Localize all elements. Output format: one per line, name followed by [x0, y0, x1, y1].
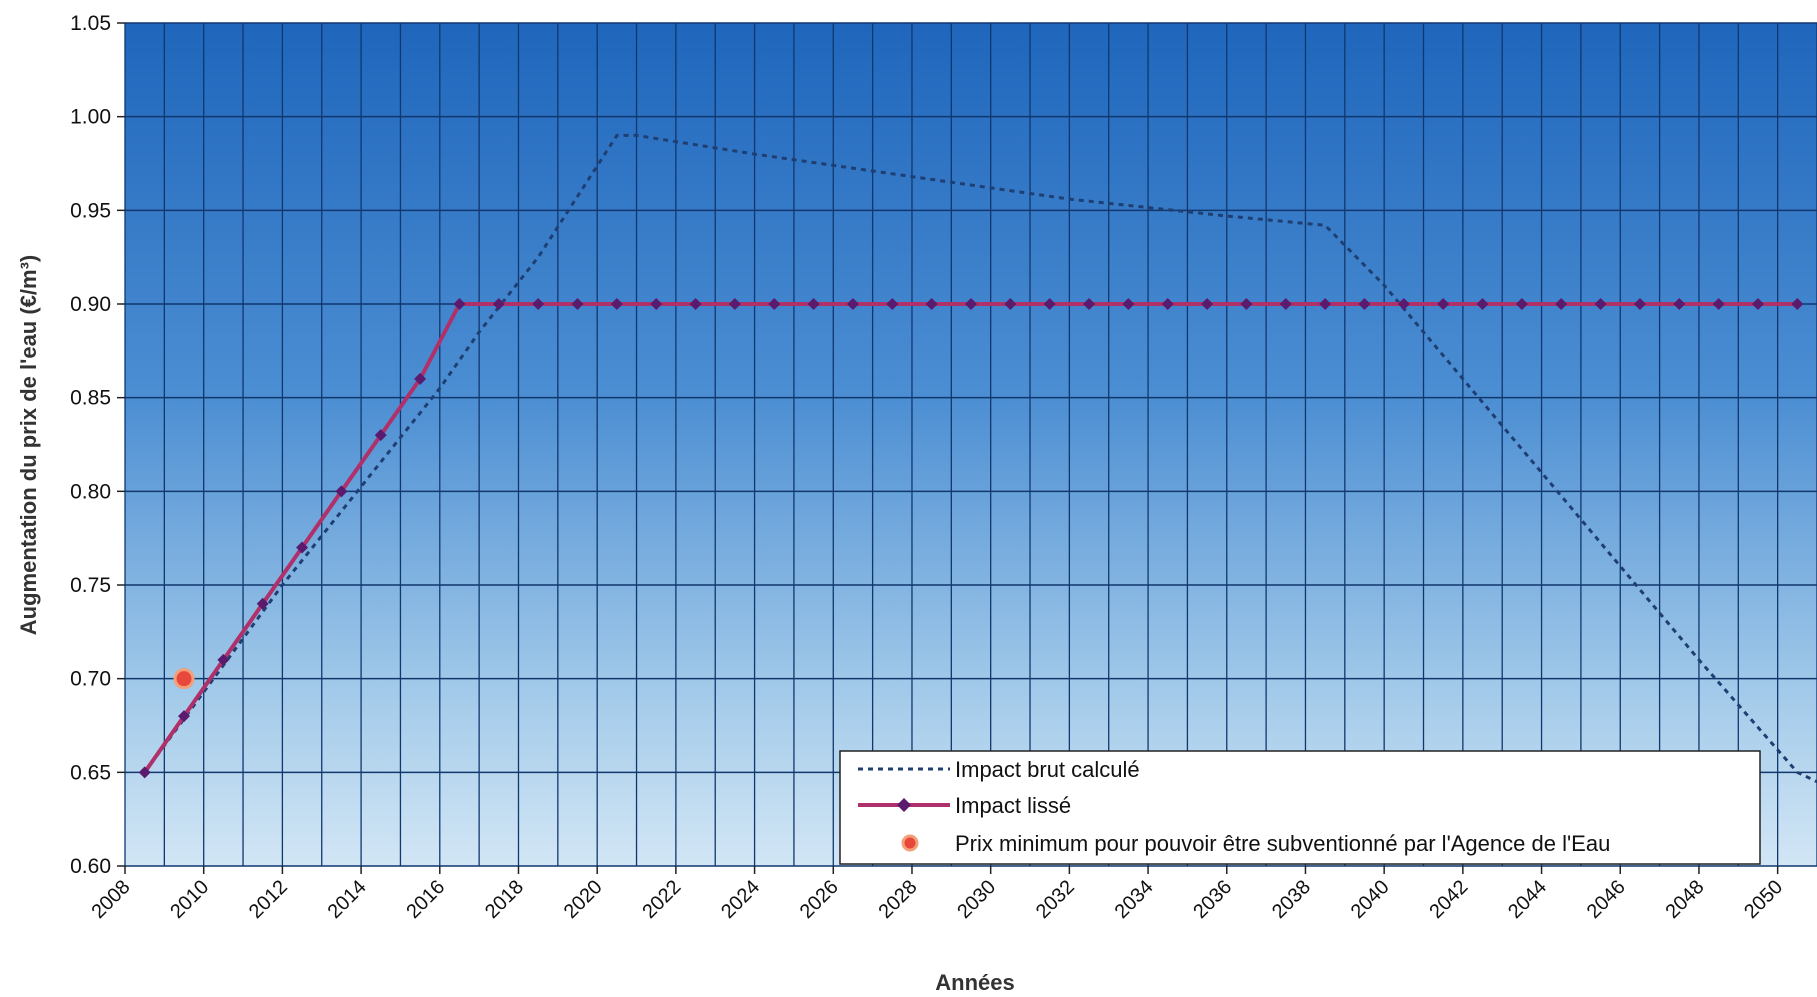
data-point-prix-minimum	[173, 668, 195, 690]
x-tick-label: 2018	[481, 876, 528, 923]
legend: Impact brut calculé Impact lissé Prix mi…	[839, 750, 1761, 865]
data-point-impact-lisse	[217, 653, 230, 666]
series-line-impact-brut	[143, 133, 1817, 784]
y-tick-label: 0.65	[70, 761, 111, 784]
data-point-impact-lisse	[453, 298, 466, 310]
series-layer	[138, 133, 1817, 784]
legend-diamond-marker	[897, 798, 911, 812]
x-tick-label: 2040	[1347, 876, 1394, 923]
y-tick-label: 0.85	[70, 387, 111, 410]
data-point-impact-lisse	[1279, 298, 1292, 310]
y-tick-label: 0.95	[70, 199, 111, 222]
data-point-impact-lisse	[689, 298, 702, 310]
data-point-impact-lisse	[1122, 298, 1135, 310]
x-tick-label: 2042	[1425, 876, 1472, 923]
data-point-impact-lisse	[1791, 298, 1804, 310]
y-tick-label: 0.90	[70, 293, 111, 316]
data-point-impact-lisse	[532, 298, 545, 310]
data-point-impact-lisse	[1751, 298, 1764, 310]
data-point-impact-lisse	[1201, 298, 1214, 310]
legend-label-brut: Impact brut calculé	[955, 757, 1140, 782]
data-point-impact-lisse	[965, 298, 977, 310]
data-point-impact-lisse	[256, 597, 269, 610]
data-point-impact-lisse	[414, 372, 427, 385]
x-tick-label: 2034	[1111, 876, 1158, 923]
x-tick-label: 2048	[1661, 876, 1708, 923]
x-tick-label: 2046	[1583, 876, 1630, 923]
y-axis-title: Augmentation du prix de l'eau (€/m³)	[16, 255, 41, 635]
data-point-impact-lisse	[296, 541, 309, 554]
data-point-impact-lisse	[1161, 298, 1174, 310]
y-tick-label: 0.70	[70, 668, 111, 691]
data-point-impact-lisse	[610, 298, 623, 310]
x-tick-label: 2020	[560, 876, 607, 923]
data-point-impact-lisse	[807, 298, 820, 310]
legend-label-lisse: Impact lissé	[955, 793, 1071, 818]
x-axis-title: Années	[935, 970, 1014, 995]
legend-box	[839, 750, 1761, 865]
legend-point-marker	[901, 834, 919, 852]
data-point-impact-lisse	[1594, 298, 1607, 310]
x-tick-label: 2028	[874, 876, 921, 923]
y-tick-label: 1.05	[70, 12, 111, 35]
data-point-impact-lisse	[1004, 298, 1017, 310]
y-tick-label: 1.00	[70, 106, 111, 129]
x-tick-label: 2044	[1504, 876, 1551, 923]
data-point-impact-lisse	[1673, 298, 1686, 310]
x-tick-label: 2036	[1189, 876, 1236, 923]
data-point-impact-lisse	[1633, 298, 1646, 310]
x-tick-label: 2038	[1268, 876, 1315, 923]
data-point-impact-lisse	[571, 298, 584, 310]
x-tick-label: 2014	[324, 876, 371, 923]
data-point-impact-lisse	[925, 298, 938, 310]
x-tick-label: 2010	[166, 876, 213, 923]
data-point-impact-lisse	[492, 298, 505, 310]
data-point-impact-lisse	[1358, 298, 1371, 310]
data-point-impact-lisse	[178, 710, 191, 723]
data-point-impact-lisse	[1319, 298, 1332, 310]
data-point-impact-lisse	[886, 298, 899, 310]
data-point-impact-lisse	[650, 298, 663, 310]
data-point-impact-lisse	[138, 766, 151, 779]
y-tick-label: 0.80	[70, 480, 111, 503]
x-tick-label: 2050	[1740, 876, 1787, 923]
x-tick-label: 2026	[796, 876, 843, 923]
legend-label-prix-minimum: Prix minimum pour pouvoir être subventio…	[955, 831, 1610, 856]
data-point-impact-lisse	[1397, 298, 1410, 310]
x-tick-label: 2032	[1032, 876, 1079, 923]
y-axis-ticks: 0.60 0.65 0.70 0.75 0.80 0.85 0.90 0.95 1.00 1.05	[70, 12, 125, 878]
x-tick-label: 2022	[638, 876, 685, 923]
y-tick-label: 0.75	[70, 574, 111, 597]
data-point-impact-lisse	[1712, 298, 1725, 310]
data-point-impact-lisse	[1437, 298, 1450, 310]
x-tick-label: 2016	[402, 876, 449, 923]
y-tick-label: 0.60	[70, 855, 111, 878]
data-point-impact-lisse	[1555, 298, 1568, 310]
data-point-impact-lisse	[1515, 298, 1528, 310]
data-point-impact-lisse	[846, 298, 859, 310]
x-tick-label: 2030	[953, 876, 1000, 923]
data-point-impact-lisse	[768, 298, 781, 310]
x-tick-label: 2008	[88, 876, 135, 923]
data-point-impact-lisse	[374, 429, 387, 442]
x-tick-label: 2012	[245, 876, 292, 923]
x-axis-ticks: 2008 2010 2012 2014 2016 2018 2020 2022 2024 2026…	[88, 866, 1787, 923]
x-tick-label: 2024	[717, 876, 764, 923]
data-point-impact-lisse	[1476, 298, 1489, 310]
data-point-impact-lisse	[1240, 298, 1253, 310]
data-point-impact-lisse	[335, 485, 348, 498]
data-point-impact-lisse	[728, 298, 741, 310]
data-point-impact-lisse	[1043, 298, 1056, 310]
plot-background	[125, 23, 1817, 866]
data-point-impact-lisse	[1083, 298, 1096, 310]
